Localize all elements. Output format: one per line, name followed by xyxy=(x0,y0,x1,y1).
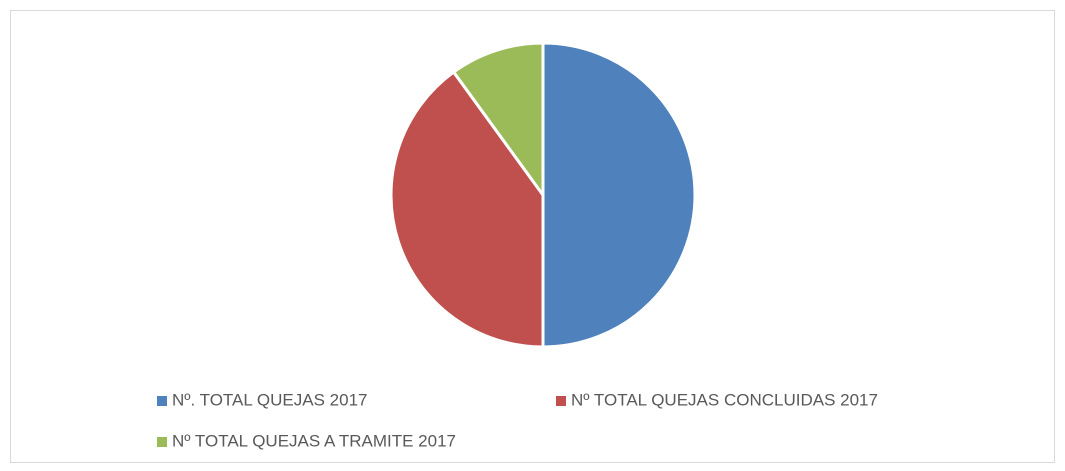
legend-label: Nº TOTAL QUEJAS CONCLUIDAS 2017 xyxy=(571,390,878,409)
legend-swatch xyxy=(157,437,167,447)
pie-slice xyxy=(541,41,697,349)
pie-slice xyxy=(451,41,545,200)
legend-label: Nº. TOTAL QUEJAS 2017 xyxy=(172,390,368,409)
legend-swatch xyxy=(157,396,167,406)
legend-swatch xyxy=(556,396,566,406)
legend-label: Nº TOTAL QUEJAS A TRAMITE 2017 xyxy=(172,431,456,450)
pie-slice xyxy=(389,69,545,349)
